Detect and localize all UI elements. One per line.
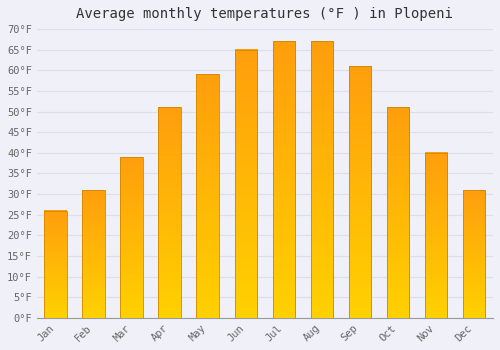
Title: Average monthly temperatures (°F ) in Plopeni: Average monthly temperatures (°F ) in Pl… [76, 7, 454, 21]
